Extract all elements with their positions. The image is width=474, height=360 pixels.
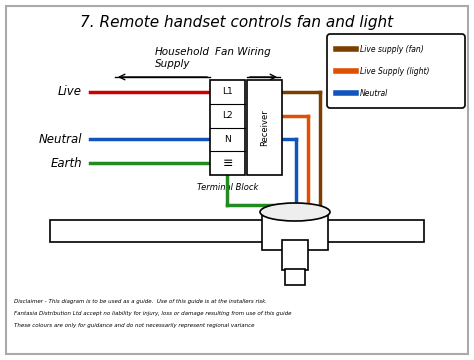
Bar — [262, 212, 328, 250]
Text: Fan Wiring: Fan Wiring — [215, 47, 271, 57]
Text: Live: Live — [58, 85, 82, 98]
Text: N: N — [224, 135, 231, 144]
Text: L2: L2 — [222, 111, 233, 120]
Bar — [285, 269, 305, 285]
Text: L1: L1 — [222, 87, 233, 96]
Text: Receiver: Receiver — [260, 109, 269, 146]
FancyBboxPatch shape — [327, 34, 465, 108]
Text: These colours are only for guidance and do not necessarily represent regional va: These colours are only for guidance and … — [14, 324, 255, 328]
Text: Neutral: Neutral — [360, 89, 388, 98]
Text: Household: Household — [155, 47, 210, 57]
Bar — [247, 80, 282, 175]
Bar — [50, 220, 424, 242]
Text: Fantasia Distribution Ltd accept no liability for injury, loss or damage resulti: Fantasia Distribution Ltd accept no liab… — [14, 311, 292, 316]
Text: Disclaimer - This diagram is to be used as a guide.  Use of this guide is at the: Disclaimer - This diagram is to be used … — [14, 300, 267, 305]
Text: Earth: Earth — [50, 157, 82, 170]
Text: 7. Remote handset controls fan and light: 7. Remote handset controls fan and light — [81, 14, 393, 30]
Bar — [210, 80, 245, 175]
Bar — [282, 240, 308, 270]
Text: Supply: Supply — [155, 59, 191, 69]
Text: Live supply (fan): Live supply (fan) — [360, 45, 424, 54]
Text: Terminal Block: Terminal Block — [197, 183, 258, 192]
Text: Live Supply (light): Live Supply (light) — [360, 67, 429, 76]
Text: ≡: ≡ — [222, 157, 233, 170]
Ellipse shape — [260, 203, 330, 221]
Text: Neutral: Neutral — [38, 133, 82, 146]
